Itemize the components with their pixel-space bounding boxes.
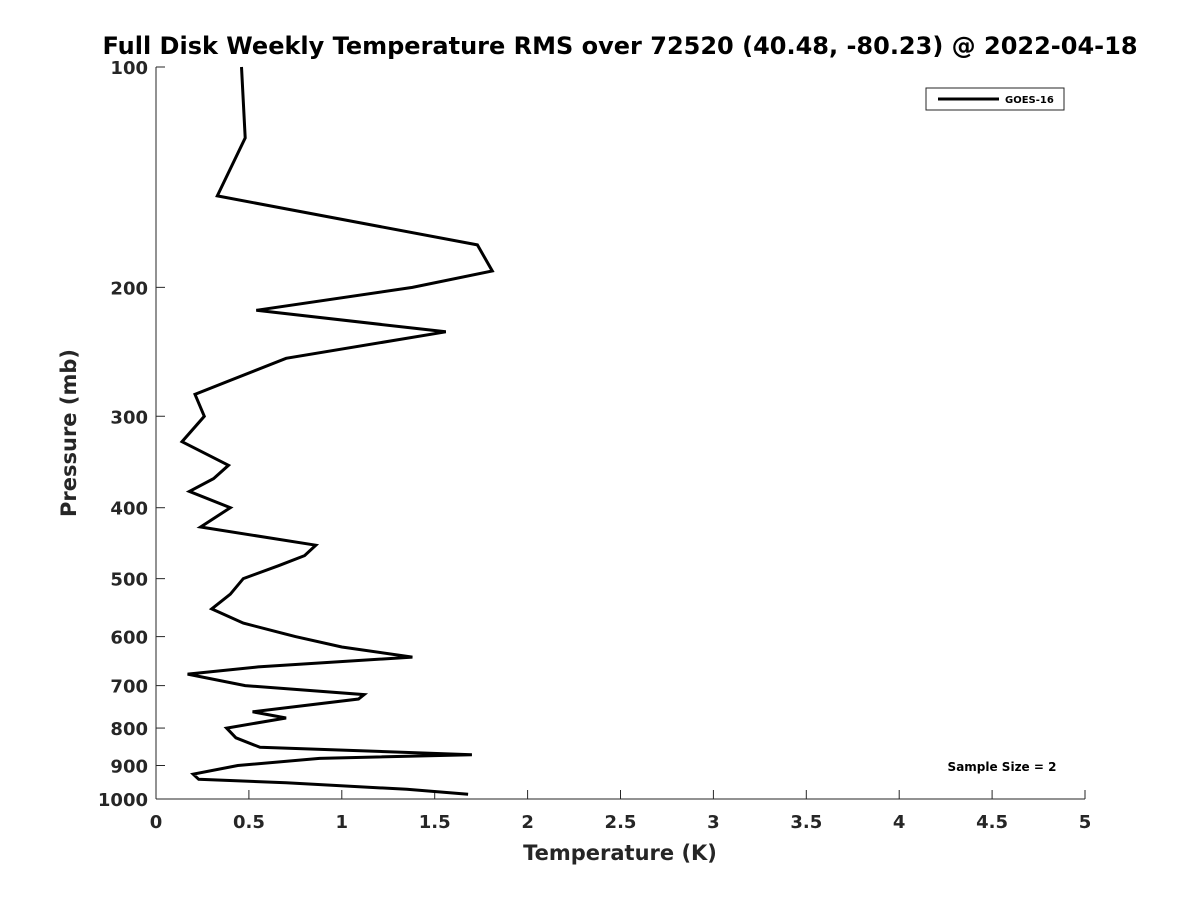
x-tick-label: 1 xyxy=(336,812,349,833)
y-tick-label: 500 xyxy=(110,570,148,591)
x-tick-label: 2.5 xyxy=(605,812,637,833)
y-tick-label: 600 xyxy=(110,628,148,649)
y-tick-label: 400 xyxy=(110,499,148,520)
x-tick-label: 0.5 xyxy=(233,812,265,833)
x-tick-label: 3.5 xyxy=(790,812,822,833)
x-tick-label: 3 xyxy=(707,812,720,833)
x-axis-ticks: 0 0.5 1 1.5 2 2.5 3 3.5 4 4.5 5 xyxy=(150,790,1092,833)
y-tick-label: 300 xyxy=(110,407,148,428)
y-tick-label: 200 xyxy=(110,278,148,299)
x-tick-label: 2 xyxy=(521,812,534,833)
y-tick-label: 900 xyxy=(110,757,148,778)
x-tick-label: 1.5 xyxy=(419,812,451,833)
legend: GOES-16 xyxy=(925,87,1065,111)
sample-size-annotation: Sample Size = 2 xyxy=(948,760,1057,774)
x-tick-label: 4 xyxy=(893,812,906,833)
y-axis-label: Pressure (mb) xyxy=(57,349,81,517)
y-tick-label: 700 xyxy=(110,677,148,698)
y-tick-label: 1000 xyxy=(98,790,148,811)
series-line-goes-16 xyxy=(179,66,495,796)
y-tick-label: 100 xyxy=(110,58,148,79)
legend-entry-goes-16: GOES-16 xyxy=(1005,95,1054,106)
x-tick-label: 0 xyxy=(150,812,163,833)
plot-area xyxy=(156,67,1085,799)
x-tick-label: 5 xyxy=(1079,812,1092,833)
y-tick-label: 800 xyxy=(110,719,148,740)
chart-title: Full Disk Weekly Temperature RMS over 72… xyxy=(102,32,1137,60)
x-axis-label: Temperature (K) xyxy=(523,841,717,865)
x-tick-label: 4.5 xyxy=(976,812,1008,833)
y-axis-ticks: 100 200 300 400 500 600 700 800 900 1000 xyxy=(98,58,165,811)
